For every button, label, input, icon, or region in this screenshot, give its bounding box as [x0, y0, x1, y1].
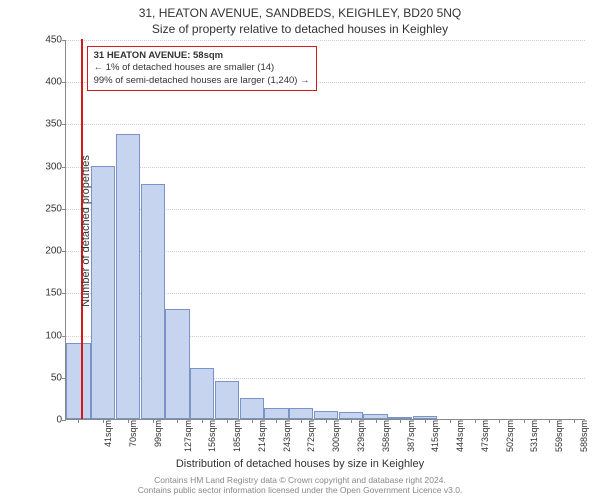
x-tick-label: 473sqm	[480, 420, 490, 452]
y-tick-mark	[62, 293, 66, 294]
x-tick-label: 387sqm	[406, 420, 416, 452]
x-tick-mark	[549, 419, 550, 423]
y-tick-mark	[62, 40, 66, 41]
histogram-bar	[289, 408, 313, 419]
y-tick-mark	[62, 167, 66, 168]
histogram-bar	[141, 184, 165, 419]
x-tick-label: 70sqm	[128, 420, 138, 447]
x-tick-mark	[301, 419, 302, 423]
x-tick-label: 415sqm	[430, 420, 440, 452]
x-tick-mark	[326, 419, 327, 423]
y-tick-mark	[62, 336, 66, 337]
x-tick-label: 214sqm	[257, 420, 267, 452]
annotation-line3: 99% of semi-detached houses are larger (…	[94, 75, 310, 87]
x-tick-label: 99sqm	[153, 420, 163, 447]
y-tick-mark	[62, 251, 66, 252]
x-tick-mark	[376, 419, 377, 423]
gridline-h	[66, 40, 585, 41]
x-tick-mark	[128, 419, 129, 423]
x-tick-mark	[227, 419, 228, 423]
x-tick-mark	[177, 419, 178, 423]
y-tick-label: 400	[28, 77, 62, 88]
x-tick-mark	[524, 419, 525, 423]
x-tick-mark	[252, 419, 253, 423]
x-tick-label: 243sqm	[282, 420, 292, 452]
y-tick-label: 150	[28, 288, 62, 299]
footer-line1: Contains HM Land Registry data © Crown c…	[154, 475, 446, 485]
page-title-line2: Size of property relative to detached ho…	[0, 22, 600, 36]
page-title-line1: 31, HEATON AVENUE, SANDBEDS, KEIGHLEY, B…	[0, 6, 600, 20]
x-tick-mark	[400, 419, 401, 423]
x-tick-label: 588sqm	[579, 420, 589, 452]
property-annotation-box: 31 HEATON AVENUE: 58sqm← 1% of detached …	[87, 46, 317, 91]
gridline-h	[66, 167, 585, 168]
x-tick-mark	[574, 419, 575, 423]
histogram-bar	[215, 381, 239, 419]
x-tick-label: 502sqm	[505, 420, 515, 452]
y-tick-mark	[62, 420, 66, 421]
histogram-bar	[116, 134, 140, 419]
y-tick-label: 50	[28, 372, 62, 383]
annotation-line1: 31 HEATON AVENUE: 58sqm	[94, 50, 310, 62]
y-tick-mark	[62, 82, 66, 83]
x-tick-label: 272sqm	[307, 420, 317, 452]
x-axis-label: Distribution of detached houses by size …	[0, 458, 600, 470]
x-tick-label: 185sqm	[232, 420, 242, 452]
x-tick-mark	[499, 419, 500, 423]
y-tick-label: 100	[28, 330, 62, 341]
y-tick-label: 300	[28, 161, 62, 172]
x-tick-mark	[450, 419, 451, 423]
histogram-bar	[190, 368, 214, 419]
x-tick-label: 300sqm	[331, 420, 341, 452]
x-tick-label: 444sqm	[455, 420, 465, 452]
gridline-h	[66, 124, 585, 125]
x-tick-mark	[103, 419, 104, 423]
histogram-bar	[91, 166, 115, 419]
histogram-bar	[339, 412, 363, 419]
y-axis-label: Number of detached properties	[80, 155, 92, 307]
y-tick-mark	[62, 124, 66, 125]
y-tick-label: 350	[28, 119, 62, 130]
x-tick-mark	[351, 419, 352, 423]
x-tick-label: 41sqm	[103, 420, 113, 447]
x-tick-label: 531sqm	[529, 420, 539, 452]
x-tick-label: 156sqm	[207, 420, 217, 452]
y-tick-label: 200	[28, 246, 62, 257]
x-tick-mark	[475, 419, 476, 423]
x-tick-mark	[202, 419, 203, 423]
x-tick-mark	[425, 419, 426, 423]
y-tick-label: 0	[28, 415, 62, 426]
annotation-line2: ← 1% of detached houses are smaller (14)	[94, 62, 310, 74]
histogram-bar	[264, 408, 288, 419]
histogram-bar	[66, 343, 90, 419]
x-tick-label: 329sqm	[356, 420, 366, 452]
x-tick-mark	[153, 419, 154, 423]
y-tick-label: 250	[28, 203, 62, 214]
y-tick-label: 450	[28, 35, 62, 46]
histogram-bar	[314, 411, 338, 419]
chart-plot-area: 05010015020025030035040045041sqm70sqm99s…	[65, 40, 585, 420]
x-tick-label: 127sqm	[183, 420, 193, 452]
histogram-bar	[240, 398, 264, 419]
x-tick-mark	[78, 419, 79, 423]
footer-line2: Contains public sector information licen…	[138, 485, 463, 495]
x-tick-label: 559sqm	[554, 420, 564, 452]
x-tick-label: 358sqm	[381, 420, 391, 452]
x-tick-mark	[276, 419, 277, 423]
y-tick-mark	[62, 209, 66, 210]
histogram-bar	[165, 309, 189, 419]
footer-attribution: Contains HM Land Registry data © Crown c…	[0, 476, 600, 496]
